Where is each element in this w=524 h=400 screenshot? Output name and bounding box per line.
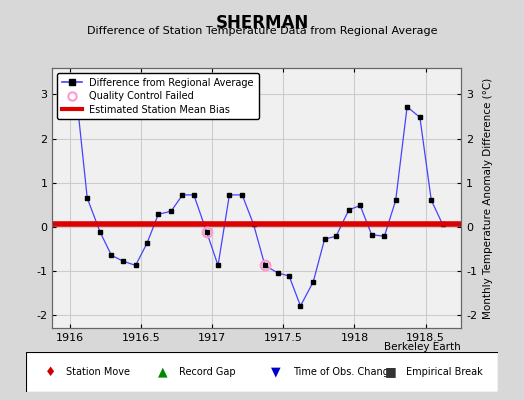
Text: SHERMAN: SHERMAN [215, 14, 309, 32]
Y-axis label: Monthly Temperature Anomaly Difference (°C): Monthly Temperature Anomaly Difference (… [483, 77, 493, 319]
FancyBboxPatch shape [26, 352, 498, 392]
Text: Record Gap: Record Gap [179, 367, 236, 377]
Text: Station Move: Station Move [66, 367, 130, 377]
Text: ♦: ♦ [45, 366, 56, 378]
Text: ▼: ▼ [271, 366, 281, 378]
Text: Berkeley Earth: Berkeley Earth [385, 342, 461, 352]
Text: ■: ■ [385, 366, 396, 378]
Text: Time of Obs. Change: Time of Obs. Change [293, 367, 395, 377]
Text: ▲: ▲ [158, 366, 168, 378]
Legend: Difference from Regional Average, Quality Control Failed, Estimated Station Mean: Difference from Regional Average, Qualit… [57, 73, 259, 119]
Text: Empirical Break: Empirical Break [406, 367, 483, 377]
Text: Difference of Station Temperature Data from Regional Average: Difference of Station Temperature Data f… [87, 26, 437, 36]
